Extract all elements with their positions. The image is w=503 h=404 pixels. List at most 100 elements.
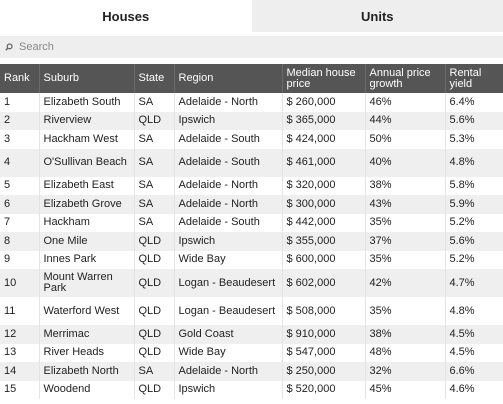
table-row: 5 Elizabeth East SA Adelaide - North $ 320,0… xyxy=(0,176,503,195)
table-row: 2 Riverview QLD Ipswich $ 365,000 44% 5.6% xyxy=(0,111,503,130)
cell-suburb: Elizabeth East xyxy=(39,176,135,195)
cell-region: Ipswich xyxy=(174,111,283,130)
cell-state: SA xyxy=(134,93,175,112)
column-header-price-growth[interactable]: Annual price growth xyxy=(365,64,446,93)
cell-suburb: Woodend xyxy=(39,380,135,399)
cell-rental-yield: 5.2% xyxy=(445,213,503,232)
cell-price-growth: 37% xyxy=(365,232,446,251)
table-row: 12 Merrimac QLD Gold Coast $ 910,000 38% 4.5% xyxy=(0,325,503,344)
cell-suburb: Riverview xyxy=(39,111,135,130)
cell-median-price: $ 508,000 xyxy=(282,297,366,325)
table-row: 4 O'Sullivan Beach SA Adelaide - South $ 461… xyxy=(0,148,503,177)
cell-suburb: Innes Park xyxy=(39,250,135,269)
cell-rank: 8 xyxy=(0,232,40,251)
search-input[interactable] xyxy=(19,38,419,56)
column-header-region[interactable]: Region xyxy=(174,64,283,93)
table-row: 1 Elizabeth South SA Adelaide - North $ 260,… xyxy=(0,93,503,112)
cell-median-price: $ 355,000 xyxy=(282,232,366,251)
cell-region: Adelaide - South xyxy=(174,213,283,232)
table-row: 14 Elizabeth North SA Adelaide - North $ 250… xyxy=(0,362,503,381)
cell-region: Adelaide - North xyxy=(174,362,283,381)
cell-median-price: $ 250,000 xyxy=(282,362,366,381)
cell-rental-yield: 4.5% xyxy=(445,343,503,362)
cell-price-growth: 35% xyxy=(365,297,446,325)
cell-price-growth: 35% xyxy=(365,213,446,232)
table-row: 6 Elizabeth Grove SA Adelaide - North $ 300,… xyxy=(0,195,503,214)
cell-price-growth: 32% xyxy=(365,362,446,381)
tab-houses[interactable]: Houses xyxy=(0,0,252,32)
cell-rank: 10 xyxy=(0,269,40,297)
cell-suburb: One Mile xyxy=(39,232,135,251)
cell-rental-yield: 4.7% xyxy=(445,269,503,297)
cell-rental-yield: 5.6% xyxy=(445,232,503,251)
cell-state: SA xyxy=(134,213,175,232)
cell-region: Adelaide - South xyxy=(174,148,283,177)
cell-price-growth: 46% xyxy=(365,93,446,112)
cell-price-growth: 40% xyxy=(365,148,446,177)
cell-region: Wide Bay xyxy=(174,343,283,362)
table-row: 15 Woodend QLD Ipswich $ 520,000 45% 4.6% xyxy=(0,380,503,399)
cell-region: Adelaide - North xyxy=(174,195,283,214)
cell-suburb: O'Sullivan Beach xyxy=(39,148,135,177)
column-header-state[interactable]: State xyxy=(134,64,175,93)
cell-region: Ipswich xyxy=(174,232,283,251)
cell-state: QLD xyxy=(134,232,175,251)
cell-suburb: Mount Warren Park xyxy=(39,269,135,297)
tab-units[interactable]: Units xyxy=(251,0,503,32)
column-header-rental-yield[interactable]: Rental yield xyxy=(445,64,503,93)
column-header-suburb[interactable]: Suburb xyxy=(39,64,135,93)
column-header-median-price[interactable]: Median house price xyxy=(282,64,366,93)
search-bar xyxy=(0,36,503,58)
cell-region: Adelaide - North xyxy=(174,176,283,195)
cell-region: Logan - Beaudesert xyxy=(174,269,283,297)
cell-rank: 4 xyxy=(0,148,40,177)
cell-rental-yield: 5.9% xyxy=(445,195,503,214)
cell-median-price: $ 547,000 xyxy=(282,343,366,362)
cell-rental-yield: 4.5% xyxy=(445,325,503,344)
cell-median-price: $ 442,000 xyxy=(282,213,366,232)
cell-state: SA xyxy=(134,176,175,195)
column-header-rank[interactable]: Rank xyxy=(0,64,40,93)
cell-state: QLD xyxy=(134,343,175,362)
search-icon xyxy=(4,42,14,52)
cell-state: SA xyxy=(134,130,175,149)
cell-state: SA xyxy=(134,148,175,177)
cell-rank: 12 xyxy=(0,325,40,344)
cell-price-growth: 42% xyxy=(365,269,446,297)
cell-region: Adelaide - South xyxy=(174,130,283,149)
cell-region: Adelaide - North xyxy=(174,93,283,112)
cell-state: SA xyxy=(134,195,175,214)
cell-region: Wide Bay xyxy=(174,250,283,269)
table-row: 8 One Mile QLD Ipswich $ 355,000 37% 5.6% xyxy=(0,232,503,251)
table-row: 10 Mount Warren Park QLD Logan - Beaudesert… xyxy=(0,269,503,297)
property-type-tabs: Houses Units xyxy=(0,0,503,32)
cell-rental-yield: 5.2% xyxy=(445,250,503,269)
cell-state: QLD xyxy=(134,250,175,269)
cell-suburb: Elizabeth North xyxy=(39,362,135,381)
cell-rental-yield: 4.8% xyxy=(445,148,503,177)
cell-rank: 1 xyxy=(0,93,40,112)
cell-median-price: $ 602,000 xyxy=(282,269,366,297)
cell-suburb: Elizabeth South xyxy=(39,93,135,112)
cell-rank: 15 xyxy=(0,380,40,399)
cell-state: QLD xyxy=(134,297,175,325)
cell-suburb: Elizabeth Grove xyxy=(39,195,135,214)
cell-median-price: $ 424,000 xyxy=(282,130,366,149)
cell-median-price: $ 365,000 xyxy=(282,111,366,130)
cell-price-growth: 44% xyxy=(365,111,446,130)
cell-median-price: $ 600,000 xyxy=(282,250,366,269)
cell-suburb: Hackham West xyxy=(39,130,135,149)
cell-state: QLD xyxy=(134,325,175,344)
cell-rank: 7 xyxy=(0,213,40,232)
cell-suburb: River Heads xyxy=(39,343,135,362)
cell-region: Gold Coast xyxy=(174,325,283,344)
table-row: 9 Innes Park QLD Wide Bay $ 600,000 35% 5.2% xyxy=(0,250,503,269)
cell-median-price: $ 320,000 xyxy=(282,176,366,195)
cell-price-growth: 35% xyxy=(365,250,446,269)
cell-rank: 11 xyxy=(0,297,40,325)
cell-rental-yield: 4.6% xyxy=(445,380,503,399)
cell-median-price: $ 260,000 xyxy=(282,93,366,112)
cell-rank: 2 xyxy=(0,111,40,130)
cell-median-price: $ 910,000 xyxy=(282,325,366,344)
cell-median-price: $ 300,000 xyxy=(282,195,366,214)
